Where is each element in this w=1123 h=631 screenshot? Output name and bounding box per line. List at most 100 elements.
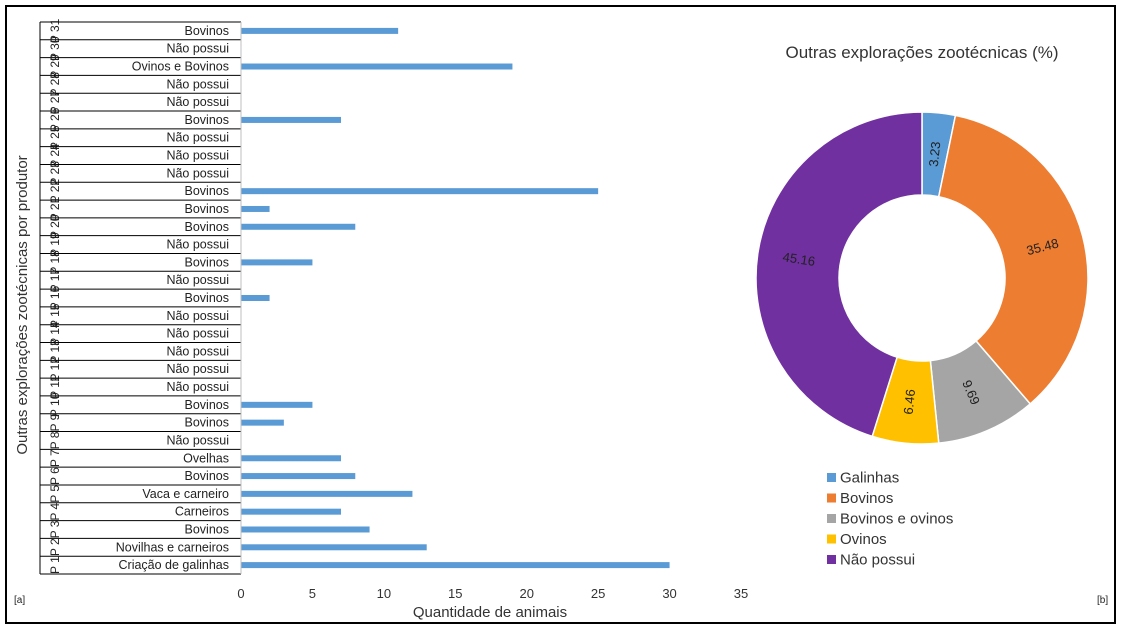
bar-chart-rows: P 1 Criação de galinhas P 2 Novilhas e carn…	[39, 18, 670, 575]
producer-label: P 25	[48, 125, 62, 150]
producer-label: P 5	[48, 485, 62, 503]
x-tick-label: 15	[448, 586, 462, 601]
bar-row: P 17 Não possui	[40, 268, 241, 292]
bar-row: P 29 Ovinos e Bovinos	[40, 54, 513, 79]
category-label: Não possui	[166, 166, 229, 180]
producer-label: P 16	[48, 285, 62, 310]
category-label: Bovinos	[185, 469, 229, 483]
bar-row: P 16 Bovinos	[40, 285, 270, 310]
category-label: Vaca e carneiro	[142, 487, 229, 501]
bar-row: P 12 Não possui	[40, 357, 241, 382]
producer-label: P 29	[48, 54, 62, 79]
producer-label: P 1	[48, 556, 62, 574]
bar	[241, 419, 284, 426]
producer-label: P 23	[48, 161, 62, 186]
legend-swatch	[827, 493, 836, 503]
category-label: Não possui	[166, 433, 229, 447]
bar	[241, 295, 270, 301]
category-label: Ovelhas	[183, 451, 229, 465]
producer-label: P 6	[48, 467, 62, 485]
bar	[241, 27, 399, 34]
bar-row: P 5 Vaca e carneiro	[40, 485, 413, 504]
bar	[241, 223, 356, 230]
producer-label: P 8	[48, 431, 62, 449]
category-label: Não possui	[166, 42, 229, 56]
category-label: Bovinos	[185, 184, 229, 198]
category-label: Não possui	[166, 77, 229, 91]
bar-row: P 8 Não possui	[40, 431, 241, 450]
legend-label: Não possui	[840, 552, 915, 569]
legend-swatch	[827, 555, 836, 564]
category-label: Bovinos	[185, 113, 229, 127]
bar	[241, 205, 270, 212]
bar-row: P 21 Bovinos	[40, 196, 270, 221]
producer-label: P 21	[48, 196, 62, 221]
legend-swatch	[827, 534, 836, 544]
bar	[241, 490, 413, 497]
category-label: Bovinos	[185, 202, 229, 216]
panel-label-a: [a]	[14, 595, 25, 606]
bar-chart-xlabel: Quantidade de animais	[413, 604, 567, 621]
bar-row: P 19 Não possui	[40, 232, 241, 257]
bar-row: P 18 Bovinos	[40, 250, 313, 275]
bar-row: P 6 Bovinos	[40, 467, 356, 486]
category-label: Bovinos	[185, 24, 229, 38]
category-label: Bovinos	[185, 522, 229, 536]
category-label: Não possui	[166, 149, 229, 163]
legend-item: Bovinos	[827, 490, 893, 507]
bar	[241, 455, 341, 462]
x-tick-label: 20	[519, 586, 533, 601]
category-label: Não possui	[166, 380, 229, 394]
bar	[241, 63, 513, 70]
category-label: Ovinos e Bovinos	[132, 60, 229, 74]
bar	[241, 526, 370, 533]
bar	[241, 116, 341, 123]
category-label: Novilhas e carneiros	[116, 540, 229, 554]
slice-data-label: 45.16	[782, 249, 816, 269]
donut-legend: Galinhas Bovinos Bovinos e ovinos Ovinos Não…	[827, 470, 953, 569]
donut-chart-title: Outras explorações zootécnicas (%)	[785, 43, 1058, 62]
category-label: Não possui	[166, 344, 229, 358]
donut-slice	[755, 111, 923, 438]
bar-row: P 31 Bovinos	[40, 18, 399, 43]
producer-label: P 10	[48, 392, 62, 417]
legend-item: Bovinos e ovinos	[827, 511, 953, 528]
bar-row: P 9 Bovinos	[40, 413, 284, 433]
category-label: Bovinos	[185, 416, 229, 430]
producer-label: P 12	[48, 357, 62, 382]
bar-row: P 24 Não possui	[40, 143, 241, 168]
bar-row: P 2 Novilhas e carneiros	[40, 538, 427, 557]
x-tick-label: 25	[591, 586, 605, 601]
category-label: Não possui	[166, 238, 229, 252]
producer-label: P 27	[48, 90, 62, 115]
producer-label: P 30	[48, 36, 62, 61]
legend-label: Bovinos	[840, 490, 893, 507]
bar-row: P 11 Não possui	[40, 375, 241, 399]
bar-row: P 7 Ovelhas	[40, 449, 341, 468]
category-label: Não possui	[166, 95, 229, 109]
producer-label: P 31	[48, 18, 62, 43]
panel-label-b: [b]	[1097, 595, 1108, 606]
legend-swatch	[827, 514, 836, 523]
bar-row: P 13 Não possui	[40, 339, 241, 364]
x-tick-label: 30	[662, 586, 676, 601]
legend-item: Não possui	[827, 552, 915, 569]
legend-item: Ovinos	[827, 531, 887, 548]
producer-label: P 22	[48, 179, 62, 204]
category-label: Bovinos	[185, 291, 229, 305]
bar	[241, 188, 599, 195]
category-label: Não possui	[166, 362, 229, 376]
x-tick-label: 10	[377, 586, 391, 601]
category-label: Bovinos	[185, 220, 229, 234]
category-label: Não possui	[166, 309, 229, 323]
legend-label: Bovinos e ovinos	[840, 511, 953, 528]
bar-row: P 1 Criação de galinhas	[40, 556, 670, 575]
bar	[241, 562, 670, 569]
bar	[241, 401, 313, 408]
bar	[241, 508, 341, 515]
legend-label: Ovinos	[840, 531, 887, 548]
producer-label: P 18	[48, 250, 62, 275]
bar	[241, 473, 356, 480]
